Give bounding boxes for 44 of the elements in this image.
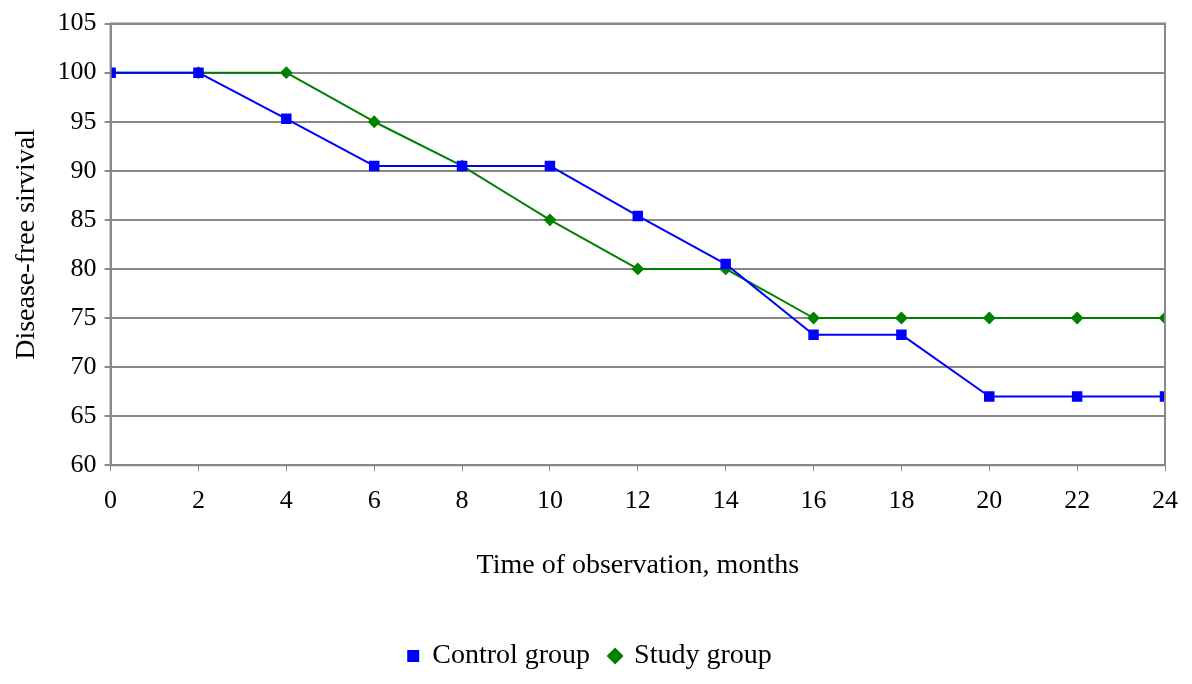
point [280, 66, 293, 79]
point [1071, 312, 1084, 324]
point [984, 391, 995, 402]
x-tick-label: 2 [191, 484, 205, 514]
x-tick-label: 4 [279, 484, 293, 514]
x-tick-label: 12 [624, 484, 651, 514]
point [281, 113, 292, 125]
x-tick-label: 18 [888, 484, 915, 514]
y-tick-label: 100 [57, 56, 97, 86]
x-tick-label: 24 [1152, 484, 1178, 514]
point [1071, 391, 1083, 402]
y-tick-label: 95 [70, 105, 97, 135]
point [368, 115, 381, 128]
y-tick-label: 105 [57, 7, 97, 37]
y-tick-label: 75 [70, 301, 97, 331]
point [983, 312, 996, 324]
point [720, 258, 731, 270]
point [632, 210, 644, 222]
y-axis-title: Disease-free sirvival [9, 128, 41, 360]
point [808, 329, 819, 340]
y-tick-label: 90 [70, 154, 97, 184]
x-tick-label: 20 [976, 484, 1003, 514]
x-tick-label: 8 [455, 484, 469, 514]
x-tick-label: 10 [536, 484, 563, 514]
x-tick-label: 16 [800, 484, 827, 514]
legend-label: Control group [432, 638, 591, 670]
x-axis-title: Time of observation, months [476, 547, 800, 579]
x-tick-label: 0 [104, 484, 118, 514]
legend-label: Study group [634, 638, 772, 670]
point [631, 262, 644, 275]
x-tick-label: 14 [712, 484, 739, 514]
point [895, 312, 908, 324]
point [896, 329, 907, 340]
x-tick-label: 6 [367, 484, 381, 514]
y-tick-label: 85 [70, 203, 97, 233]
point [544, 160, 556, 172]
y-tick-label: 70 [70, 350, 97, 380]
point [807, 312, 820, 324]
x-tick-label: 22 [1064, 484, 1091, 514]
point [543, 213, 556, 226]
y-tick-label: 60 [70, 449, 97, 479]
y-tick-label: 65 [70, 399, 97, 429]
point [368, 160, 380, 172]
y-tick-label: 80 [70, 252, 97, 282]
